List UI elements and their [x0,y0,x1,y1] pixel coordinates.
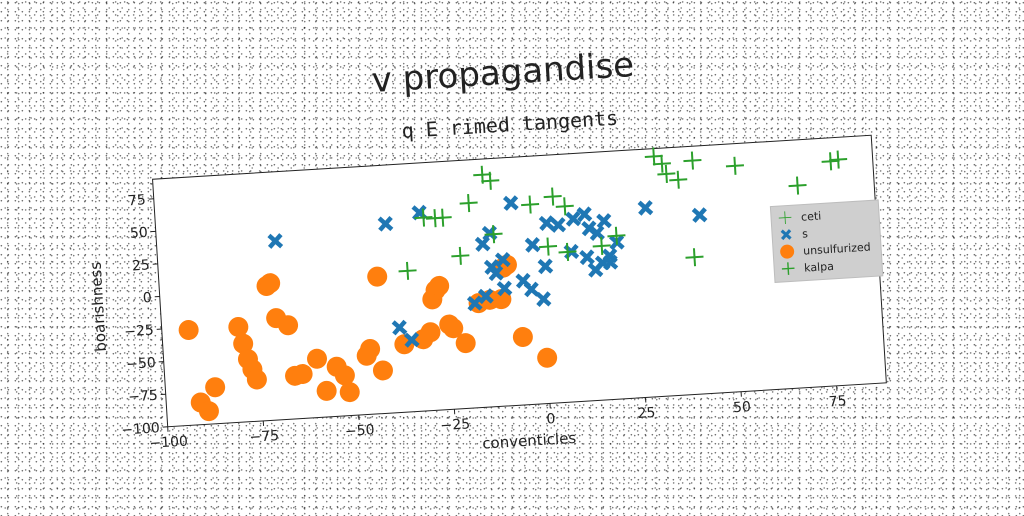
x-tick-label: −50 [345,422,375,440]
legend-label: ceti [801,209,822,223]
y-tick-label: 50 [130,225,149,242]
legend-label: kalpa [804,260,834,275]
x-tick-label: −25 [440,416,470,434]
legend-label: s [802,227,809,240]
y-tick-label: −25 [124,323,154,341]
x-tick-label: 25 [637,405,656,422]
x-tick-label: 50 [733,399,752,416]
x-axis-label: conventicles [482,429,577,453]
x-tick-label: 75 [828,393,847,410]
y-tick-label: 0 [142,290,152,307]
chart-title: v propagandise [371,45,636,101]
y-tick-label: −50 [126,355,156,373]
x-tick-label: 0 [546,411,556,428]
x-tick-label: −75 [249,428,279,446]
y-tick-label: 25 [132,257,151,274]
y-axis-label: boarishness [86,261,109,352]
y-tick-label: −75 [128,388,158,406]
y-tick-label: 75 [128,192,147,209]
chart-subtitle: q E rimed tangents [401,106,619,143]
y-tick-label: −100 [121,420,160,438]
